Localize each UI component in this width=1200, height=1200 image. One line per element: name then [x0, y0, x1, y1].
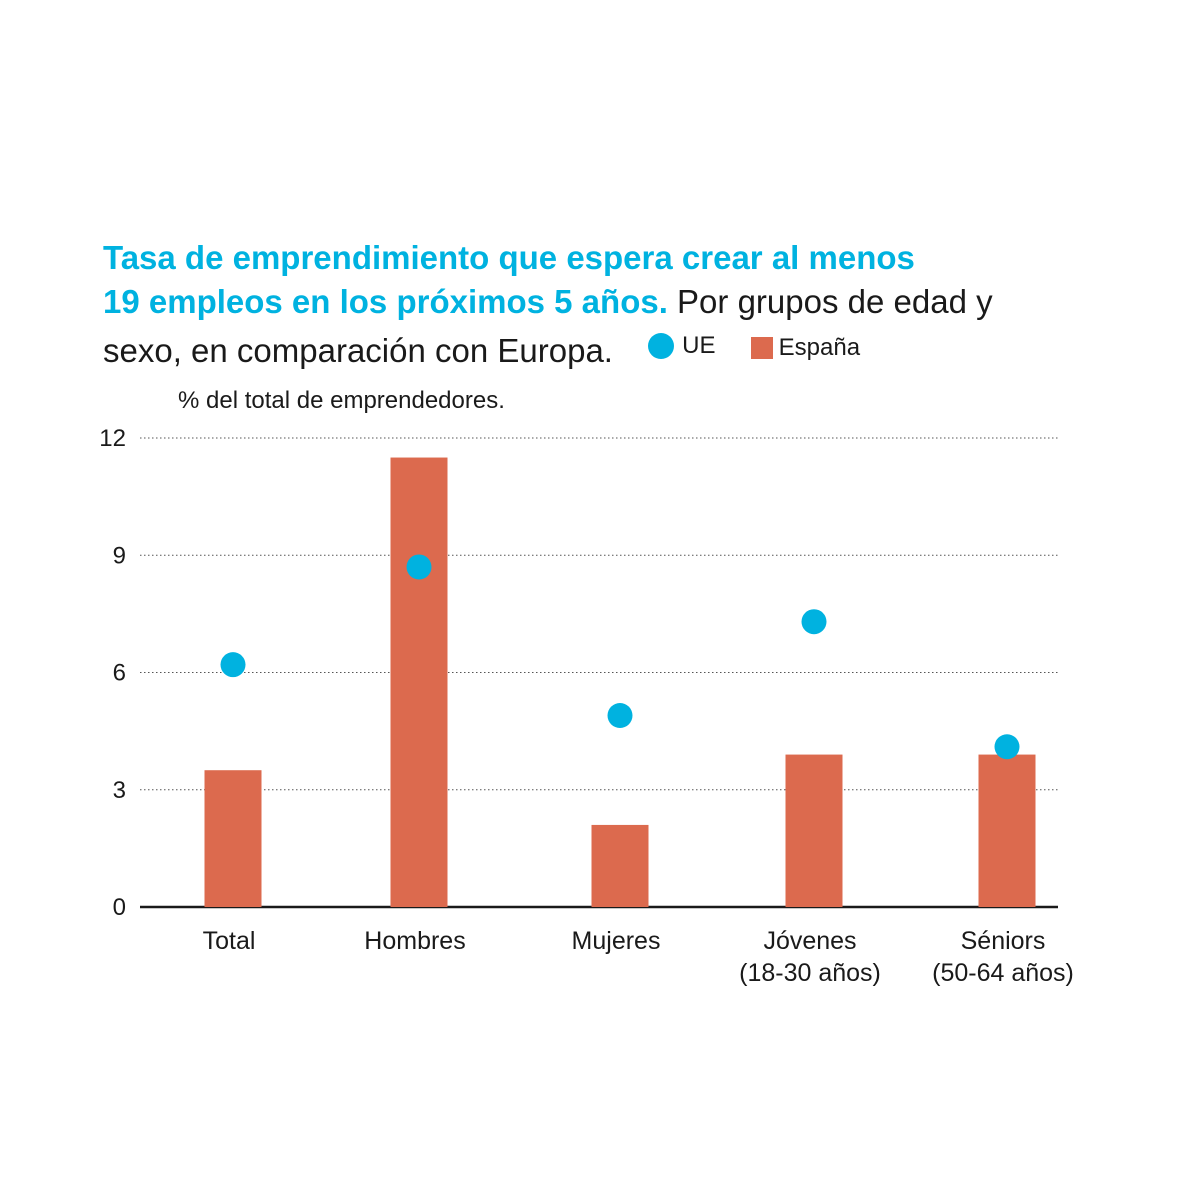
dot-ue: [607, 702, 633, 728]
subtitle-part-1: Por grupos de edad y: [677, 283, 993, 320]
title-line-2: 19 empleos en los próximos 5 años.: [103, 283, 668, 320]
dot-ue: [220, 652, 246, 678]
x-category-label: Jóvenes (18-30 años): [739, 927, 881, 987]
y-axis-label: % del total de emprendedores.: [178, 387, 505, 414]
title-line-1: Tasa de emprendimiento que espera crear …: [103, 239, 915, 276]
y-tick-label: 6: [113, 660, 126, 687]
bar-espana: [785, 754, 843, 907]
legend-item-ue: UE: [648, 324, 716, 368]
legend-ue-label: UE: [682, 332, 716, 359]
bar-espana: [390, 457, 448, 907]
grid-layer: 0 3 6 9 12: [99, 425, 1058, 921]
bar-espana: [591, 824, 649, 907]
bar-espana: [978, 754, 1036, 907]
dot-layer: [220, 554, 1020, 760]
y-tick-label: 0: [113, 894, 126, 921]
x-category-label: Total: [203, 927, 256, 955]
x-category-label: Séniors (50-64 años): [932, 927, 1074, 987]
dot-ue: [994, 734, 1020, 760]
bar-espana: [204, 770, 262, 907]
x-category-label: Hombres: [364, 927, 465, 955]
legend-item-espana: España: [750, 326, 861, 370]
subtitle-part-2: sexo, en comparación con Europa.: [103, 332, 613, 369]
legend-espana-label: España: [778, 334, 861, 361]
dot-ue: [406, 554, 432, 580]
y-tick-label: 12: [99, 425, 126, 452]
chart-title: Tasa de emprendimiento que espera crear …: [103, 236, 1103, 373]
label-layer: Total Hombres Mujeres Jóvenes (18-30 años) Sé…: [203, 927, 1074, 987]
x-category-label: Mujeres: [572, 927, 661, 955]
bar-layer: [204, 457, 1036, 907]
y-tick-label: 9: [113, 542, 126, 569]
dot-ue: [801, 609, 827, 635]
y-tick-label: 3: [113, 777, 126, 804]
legend-espana-swatch: [750, 337, 773, 359]
legend-ue-swatch: [648, 333, 675, 359]
